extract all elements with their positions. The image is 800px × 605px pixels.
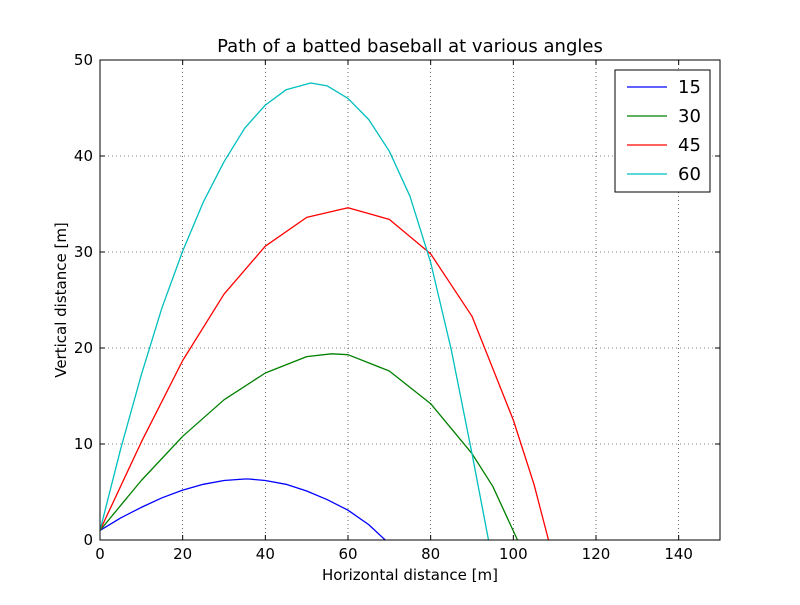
- series-line-60: [100, 83, 489, 540]
- x-tick-label: 140: [664, 545, 693, 563]
- y-tick-label: 20: [74, 339, 93, 357]
- legend-label: 30: [678, 106, 701, 127]
- legend-label: 60: [678, 164, 701, 185]
- x-tick-label: 60: [338, 545, 357, 563]
- x-tick-label: 80: [421, 545, 440, 563]
- y-tick-label: 50: [74, 51, 93, 69]
- y-tick-label: 0: [83, 531, 93, 549]
- series-line-30: [100, 354, 518, 540]
- y-tick-label: 40: [74, 147, 93, 165]
- x-axis-label: Horizontal distance [m]: [322, 566, 498, 584]
- y-tick-label: 30: [74, 243, 93, 261]
- y-axis-label: Vertical distance [m]: [52, 222, 70, 378]
- series-line-15: [100, 479, 385, 540]
- x-tick-label: 120: [582, 545, 611, 563]
- chart-title: Path of a batted baseball at various ang…: [217, 36, 603, 57]
- series-line-45: [100, 208, 549, 540]
- x-tick-label: 20: [173, 545, 192, 563]
- legend-label: 45: [678, 135, 701, 156]
- series-lines: [100, 83, 549, 540]
- x-tick-label: 0: [95, 545, 105, 563]
- legend-label: 15: [678, 77, 701, 98]
- legend: 15 30 45 60: [615, 70, 710, 192]
- x-tick-label: 100: [499, 545, 528, 563]
- y-tick-label: 10: [74, 435, 93, 453]
- x-tick-label: 40: [256, 545, 275, 563]
